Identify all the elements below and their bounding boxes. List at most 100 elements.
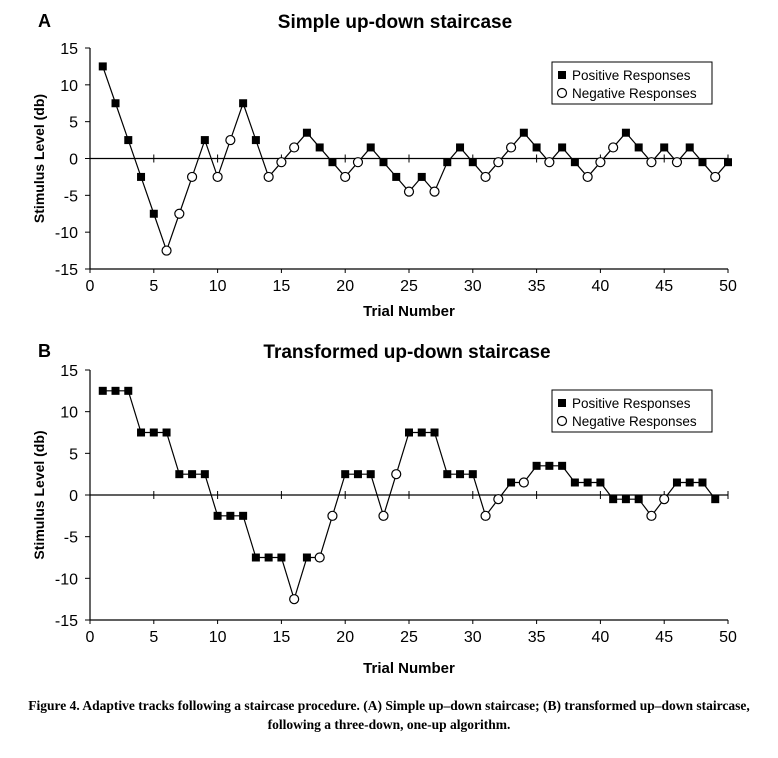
positive-response-point bbox=[149, 209, 158, 218]
x-tick-label: 20 bbox=[336, 629, 354, 646]
y-tick-label: 5 bbox=[69, 115, 78, 132]
positive-response-point bbox=[621, 128, 630, 137]
legend-circle-icon bbox=[556, 415, 568, 427]
negative-response-point bbox=[505, 142, 517, 153]
positive-response-point bbox=[328, 158, 337, 167]
positive-response-point bbox=[226, 511, 235, 520]
x-tick-label: 15 bbox=[273, 629, 291, 646]
x-tick-label: 45 bbox=[655, 278, 673, 295]
x-tick-label: 30 bbox=[464, 629, 482, 646]
y-tick-label: -15 bbox=[55, 262, 78, 279]
positive-response-point bbox=[137, 172, 146, 181]
positive-response-point bbox=[366, 143, 375, 152]
positive-response-point bbox=[558, 143, 567, 152]
x-tick-label: 50 bbox=[719, 629, 737, 646]
positive-response-point bbox=[545, 461, 554, 470]
positive-response-point bbox=[468, 470, 477, 479]
legend-square-icon bbox=[558, 71, 566, 79]
negative-response-point bbox=[493, 494, 504, 505]
positive-response-point bbox=[558, 461, 567, 470]
positive-response-point bbox=[570, 158, 579, 167]
positive-response-point bbox=[596, 478, 605, 487]
positive-response-point bbox=[685, 478, 694, 487]
positive-response-point bbox=[430, 428, 439, 437]
chart-title: Transformed up-down staircase bbox=[263, 342, 550, 363]
positive-response-point bbox=[98, 62, 107, 71]
x-axis-label: Trial Number bbox=[363, 660, 455, 677]
legend-square-icon bbox=[558, 399, 566, 407]
positive-response-point bbox=[379, 158, 388, 167]
positive-response-point bbox=[200, 470, 209, 479]
positive-response-point bbox=[124, 386, 133, 395]
positive-response-point bbox=[353, 470, 362, 479]
x-tick-label: 25 bbox=[400, 629, 418, 646]
x-tick-label: 0 bbox=[86, 278, 95, 295]
negative-response-point bbox=[480, 510, 491, 521]
positive-response-point bbox=[188, 470, 197, 479]
y-tick-label: 0 bbox=[69, 488, 78, 505]
positive-response-point bbox=[213, 511, 222, 520]
chart-title: Simple up-down staircase bbox=[278, 12, 512, 33]
x-tick-label: 50 bbox=[719, 278, 737, 295]
y-tick-label: 15 bbox=[60, 363, 78, 380]
positive-response-point bbox=[366, 470, 375, 479]
positive-response-point bbox=[251, 553, 260, 562]
negative-response-point bbox=[391, 469, 402, 480]
negative-response-point bbox=[327, 510, 338, 521]
negative-response-point bbox=[646, 157, 657, 168]
negative-response-point bbox=[608, 142, 619, 153]
negative-response-point bbox=[582, 171, 593, 183]
negative-response-point bbox=[225, 134, 236, 146]
panel-label: B bbox=[38, 341, 51, 361]
negative-response-point bbox=[186, 171, 198, 183]
positive-response-point bbox=[239, 511, 248, 520]
positive-response-point bbox=[583, 478, 592, 487]
x-tick-label: 40 bbox=[592, 629, 610, 646]
legend-label: Positive Responses bbox=[572, 396, 691, 411]
panel-label: A bbox=[38, 11, 51, 31]
legend-label: Positive Responses bbox=[572, 68, 691, 83]
chart-b-svg: B Transformed up-down staircase151050-5-1… bbox=[31, 341, 737, 677]
positive-response-point bbox=[507, 478, 516, 487]
positive-response-point bbox=[392, 172, 401, 181]
y-tick-label: 15 bbox=[60, 41, 78, 58]
chart-panel-b: B Transformed up-down staircase 15 10 5 0 -5 -1… bbox=[0, 335, 778, 685]
negative-response-point bbox=[518, 477, 529, 488]
negative-response-point bbox=[276, 157, 287, 168]
positive-response-point bbox=[698, 478, 707, 487]
x-tick-label: 10 bbox=[209, 278, 227, 295]
y-tick-label: -10 bbox=[55, 571, 78, 588]
legend-label: Negative Responses bbox=[572, 414, 697, 429]
chart-a-svg: A Simple up-down staircase151050-5-10-150… bbox=[31, 11, 737, 320]
chart-panel-a: A Simple up-down staircase 15 10 5 0 -5 -10 -15 0… bbox=[0, 0, 778, 330]
negative-response-point bbox=[429, 186, 440, 197]
positive-response-point bbox=[405, 428, 413, 437]
positive-response-point bbox=[724, 158, 732, 167]
x-tick-label: 25 bbox=[400, 278, 418, 295]
negative-response-point bbox=[212, 171, 223, 183]
negative-response-point bbox=[493, 157, 504, 168]
y-tick-label: -5 bbox=[64, 188, 78, 205]
x-tick-label: 20 bbox=[336, 278, 354, 295]
positive-response-point bbox=[685, 143, 694, 152]
legend-box bbox=[551, 61, 713, 105]
positive-response-point bbox=[417, 172, 426, 181]
positive-response-point bbox=[162, 428, 171, 437]
x-tick-label: 10 bbox=[209, 629, 227, 646]
legend-circle-icon bbox=[556, 87, 568, 99]
positive-response-point bbox=[277, 553, 286, 562]
x-tick-label: 5 bbox=[149, 278, 158, 295]
negative-response-point bbox=[659, 494, 670, 505]
x-tick-label: 15 bbox=[273, 278, 291, 295]
positive-response-point bbox=[315, 143, 324, 152]
positive-response-point bbox=[609, 495, 618, 504]
positive-response-point bbox=[149, 428, 158, 437]
legend-box bbox=[551, 389, 713, 433]
positive-response-point bbox=[621, 495, 630, 504]
positive-response-point bbox=[341, 470, 350, 479]
x-tick-label: 35 bbox=[528, 629, 546, 646]
positive-response-point bbox=[532, 461, 541, 470]
x-tick-label: 45 bbox=[655, 629, 673, 646]
positive-response-point bbox=[111, 99, 120, 108]
x-tick-label: 35 bbox=[528, 278, 546, 295]
